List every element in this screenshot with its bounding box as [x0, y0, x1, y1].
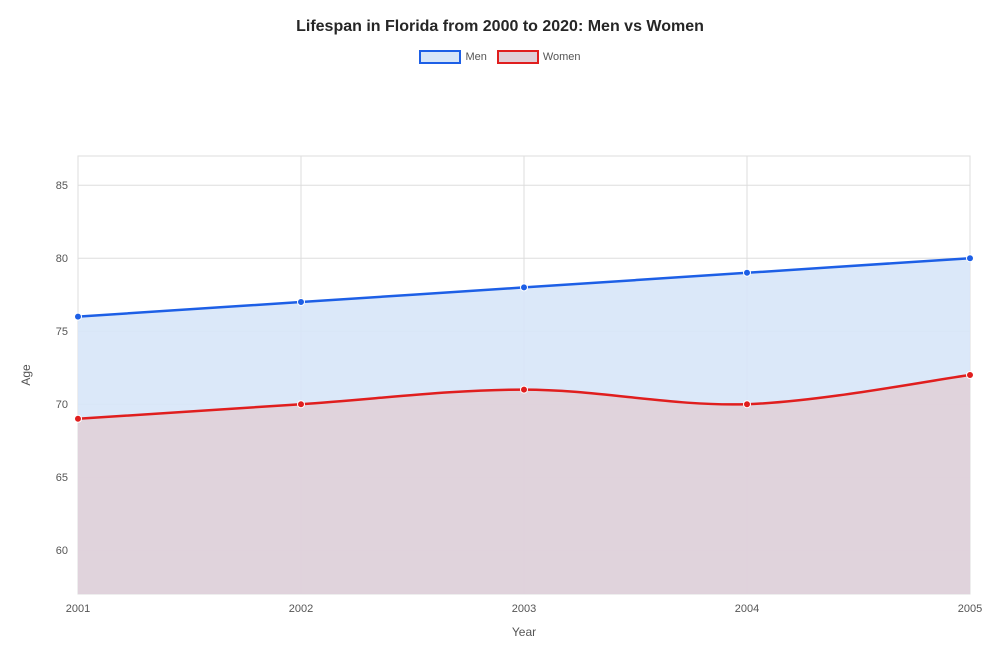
y-tick-label: 70 [56, 399, 68, 411]
x-tick-label: 2005 [958, 603, 982, 615]
y-tick-label: 75 [56, 326, 68, 338]
legend-item-women: Women [497, 50, 581, 64]
data-point [75, 415, 82, 422]
data-point [744, 401, 751, 408]
y-axis-label: Age [19, 364, 33, 386]
data-point [967, 372, 974, 379]
legend-swatch-men [419, 50, 461, 64]
legend-label-men: Men [465, 51, 486, 63]
legend-item-men: Men [419, 50, 486, 64]
legend-swatch-women [497, 50, 539, 64]
legend: Men Women [0, 50, 1000, 64]
legend-label-women: Women [543, 51, 581, 63]
y-tick-label: 85 [56, 180, 68, 192]
data-point [298, 401, 305, 408]
data-point [744, 269, 751, 276]
y-tick-label: 60 [56, 545, 68, 557]
x-tick-label: 2001 [66, 603, 90, 615]
x-axis-label: Year [512, 625, 536, 639]
x-tick-label: 2003 [512, 603, 536, 615]
data-point [967, 255, 974, 262]
data-point [298, 299, 305, 306]
data-point [521, 284, 528, 291]
y-tick-label: 80 [56, 253, 68, 265]
data-point [75, 313, 82, 320]
x-tick-label: 2004 [735, 603, 759, 615]
chart-title: Lifespan in Florida from 2000 to 2020: M… [0, 0, 1000, 36]
chart-svg: 60 65 70 75 80 85 2001 2002 2003 2004 2005 Year Age [0, 64, 1000, 664]
x-tick-label: 2002 [289, 603, 313, 615]
chart-container: Lifespan in Florida from 2000 to 2020: M… [0, 0, 1000, 600]
data-point [521, 386, 528, 393]
y-tick-label: 65 [56, 472, 68, 484]
